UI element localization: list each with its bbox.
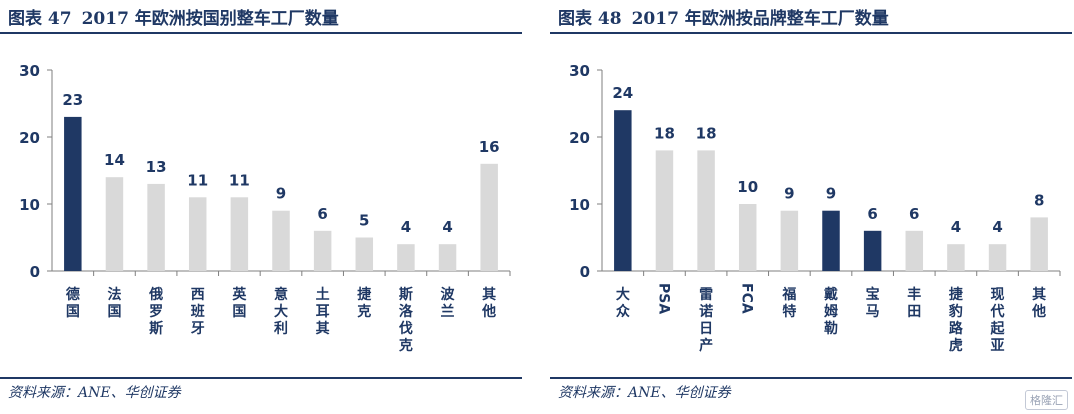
x-tick-label: 俄罗斯 (148, 286, 163, 337)
bar (780, 210, 799, 271)
data-label: 4 (992, 218, 1002, 236)
data-label: 11 (229, 171, 250, 189)
x-tick-label: 波兰 (441, 286, 456, 320)
bar (947, 244, 965, 271)
chart-title: 图表 48 2017 年欧洲按品牌整车工厂数量 (558, 9, 889, 29)
bar (655, 150, 674, 271)
data-label: 6 (909, 205, 919, 223)
watermark-logo: 格隆汇 (1025, 390, 1068, 410)
y-tick-label: 20 (569, 129, 590, 147)
y-tick-label: 0 (30, 263, 40, 281)
x-tick-label: 其他 (481, 287, 496, 320)
source-note: 资料来源：ANE、华创证券 (8, 385, 181, 401)
y-tick-label: 30 (19, 62, 40, 80)
data-label: 4 (401, 218, 411, 236)
data-label: 14 (104, 151, 125, 169)
bar (988, 244, 1007, 271)
x-tick-label: 土耳其 (316, 286, 330, 337)
bar (480, 163, 498, 271)
bar (313, 230, 332, 271)
source-note: 资料来源：ANE、华创证券 (558, 385, 731, 401)
x-tick-label: 英国 (231, 286, 247, 320)
data-label: 18 (696, 124, 717, 142)
x-tick-label: 法国 (107, 286, 121, 320)
bar (188, 197, 207, 271)
data-label: 5 (359, 212, 369, 230)
x-tick-label: 意大利 (274, 286, 288, 337)
bar (822, 210, 840, 271)
x-tick-label: 德国 (66, 286, 80, 320)
data-label: 10 (737, 178, 758, 196)
bar (905, 230, 924, 271)
y-tick-label: 30 (569, 62, 590, 80)
y-tick-label: 10 (569, 196, 590, 214)
data-label: 8 (1034, 191, 1044, 209)
data-label: 6 (867, 205, 877, 223)
bar (697, 150, 715, 271)
x-tick-label: 福特 (781, 286, 796, 320)
chart-title: 图表 47 2017 年欧洲按国别整车工厂数量 (8, 9, 339, 29)
data-label: 16 (479, 138, 500, 156)
bar (1030, 217, 1048, 271)
bar (147, 183, 165, 271)
y-tick-label: 10 (19, 196, 40, 214)
data-label: 24 (612, 84, 633, 102)
x-tick-label: PSA (655, 283, 671, 314)
data-label: 23 (62, 91, 83, 109)
bar (355, 237, 374, 271)
data-label: 6 (317, 205, 327, 223)
data-label: 9 (276, 185, 286, 203)
x-tick-label: 丰田 (907, 286, 921, 320)
chart-panel-country: 图表 47 2017 年欧洲按国别整车工厂数量 0 10 20 30 23 德国 14 法国 13… (0, 0, 522, 414)
source-rule (550, 377, 1072, 379)
x-tick-label: 戴姆勒 (823, 286, 838, 337)
x-tick-label: 西班牙 (191, 287, 205, 337)
bar-chart-country: 0 10 20 30 23 德国 14 法国 13 俄罗斯 11 西班牙 11 英国 9 意大利 6 土耳其 5 捷克… (19, 62, 511, 354)
x-tick-label: 宝马 (866, 286, 880, 320)
data-label: 18 (654, 124, 675, 142)
x-tick-label: FCA (739, 283, 755, 314)
y-tick-label: 20 (19, 129, 40, 147)
data-label: 9 (826, 185, 836, 203)
bar (397, 244, 415, 271)
bar-chart-brand: 0 10 20 30 24 大众 18 PSA 18 雷诺日产 10 FCA 9 福特 9 戴姆勒 6 宝马 6 丰田… (569, 62, 1061, 354)
x-tick-label: 捷豹路虎 (948, 286, 964, 354)
data-label: 11 (187, 171, 208, 189)
x-tick-label: 其他 (1031, 287, 1046, 320)
bar (438, 244, 457, 271)
title-rule (0, 32, 522, 34)
x-tick-label: 大众 (616, 286, 630, 320)
data-label: 4 (951, 218, 961, 236)
x-tick-label: 斯洛伐克 (399, 286, 414, 354)
y-tick-label: 0 (580, 263, 590, 281)
chart-panel-brand: 图表 48 2017 年欧洲按品牌整车工厂数量 0 10 20 30 24 大众 18 PSA 1… (550, 0, 1072, 414)
bar (863, 230, 882, 271)
bar (105, 177, 124, 271)
bar (738, 204, 757, 271)
bar (64, 116, 82, 272)
x-tick-label: 现代起亚 (990, 287, 1006, 354)
title-rule (550, 32, 1072, 34)
bar (230, 197, 249, 271)
x-tick-label: 捷克 (357, 286, 372, 320)
data-label: 4 (442, 218, 452, 236)
bar (272, 210, 290, 271)
data-label: 9 (784, 185, 794, 203)
source-rule (0, 377, 522, 379)
data-label: 13 (146, 158, 167, 176)
bar (614, 110, 632, 271)
x-tick-label: 雷诺日产 (699, 286, 713, 354)
